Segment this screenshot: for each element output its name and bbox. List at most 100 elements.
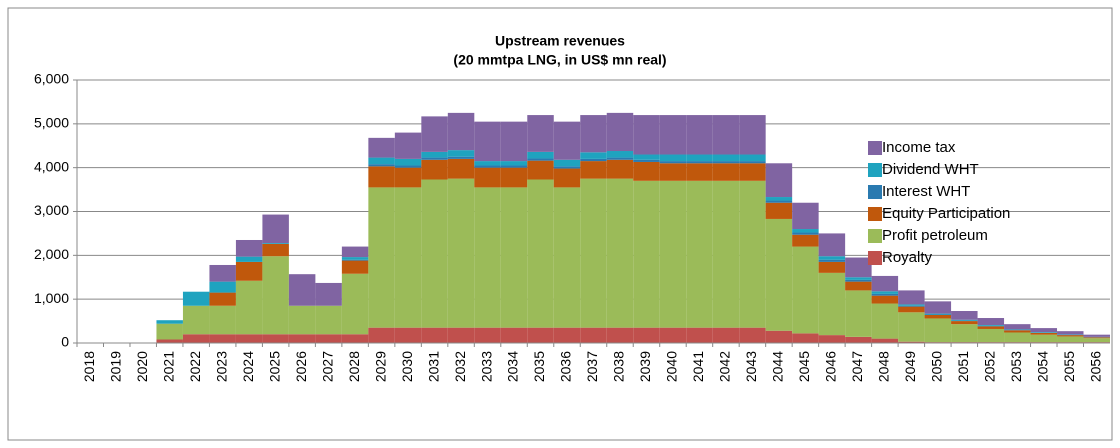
bar-segment (686, 115, 713, 155)
bar-segment (712, 161, 740, 164)
bar-segment (818, 261, 846, 273)
bar-segment (845, 290, 872, 337)
y-tick-label: 2,000 (34, 246, 69, 262)
bar-segment (447, 327, 475, 343)
bar-segment (368, 187, 395, 328)
x-tick-label: 2028 (346, 351, 362, 382)
bar-segment (315, 334, 342, 343)
bar-segment (1030, 332, 1058, 335)
bar-segment (606, 159, 634, 179)
bar-segment (235, 239, 263, 257)
bar-segment (898, 306, 925, 313)
bar-segment (580, 161, 607, 179)
y-tick-label: 0 (61, 334, 69, 350)
bar-segment (209, 281, 236, 293)
bar-segment (341, 334, 369, 343)
x-tick-label: 2052 (982, 351, 998, 382)
x-tick-label: 2027 (319, 351, 335, 382)
bar-segment (633, 159, 660, 162)
bar-segment (553, 159, 581, 167)
bar-segment (553, 187, 581, 328)
bar-segment (818, 335, 846, 343)
bar-segment (262, 243, 289, 257)
bar-segment (951, 311, 978, 320)
x-tick-label: 2054 (1034, 351, 1050, 382)
y-tick-label: 6,000 (34, 71, 69, 87)
bar-segment (845, 336, 872, 343)
bar-segment (421, 151, 448, 158)
x-tick-label: 2056 (1087, 351, 1103, 382)
x-tick-label: 2022 (187, 351, 203, 382)
bar-segment (871, 293, 899, 296)
bar-segment (288, 334, 316, 343)
bar-segment (739, 154, 766, 162)
bar-segment (845, 279, 872, 282)
bar-segment (262, 243, 289, 244)
bar-segment (235, 256, 263, 262)
bar-segment (712, 115, 740, 155)
bar-segment (792, 234, 819, 247)
x-tick-label: 2036 (558, 351, 574, 382)
bar-segment (421, 179, 448, 328)
bar-segment (739, 115, 766, 155)
chart-subtitle: (20 mmtpa LNG, in US$ mn real) (453, 52, 666, 68)
legend-label: Income tax (882, 139, 956, 156)
bar-segment (977, 326, 1005, 329)
bar-segment (474, 167, 501, 188)
x-tick-label: 2048 (876, 351, 892, 382)
x-tick-label: 2023 (213, 351, 229, 382)
bar-segment (845, 281, 872, 291)
bar-segment (447, 178, 475, 328)
bar-segment (1083, 334, 1110, 337)
bar-segment (633, 161, 660, 181)
bar-segment (209, 292, 236, 306)
bar-segment (1004, 332, 1031, 343)
legend-swatch (868, 163, 882, 177)
bar-segment (209, 264, 236, 282)
bar-segment (182, 291, 210, 306)
legend-swatch (868, 185, 882, 199)
bar-segment (1004, 330, 1031, 333)
x-tick-label: 2049 (902, 351, 918, 382)
bar-segment (977, 318, 1005, 326)
bar-segment (792, 202, 819, 230)
bar-segment (898, 312, 925, 342)
bar-segment (527, 327, 554, 343)
bar-segment (580, 178, 607, 328)
bar-segment (368, 327, 395, 343)
bar-segment (1004, 329, 1031, 331)
bar-segment (580, 115, 607, 153)
bar-segment (792, 229, 819, 233)
bar-segment (712, 180, 740, 328)
bar-segment (977, 325, 1005, 326)
chart-title: Upstream revenues (495, 33, 625, 49)
bar-segment (659, 327, 687, 343)
x-tick-label: 2029 (372, 351, 388, 382)
bar-segment (606, 151, 634, 158)
bar-segment (1057, 335, 1084, 337)
bar-segment (156, 339, 183, 343)
bar-segment (341, 260, 369, 274)
bar-segment (1030, 328, 1058, 333)
x-tick-label: 2035 (531, 351, 547, 382)
bar-segment (1030, 334, 1058, 343)
bar-segment (394, 165, 422, 168)
bar-segment (527, 115, 554, 152)
x-tick-label: 2040 (664, 351, 680, 382)
bar-segment (739, 327, 766, 343)
bar-segment (739, 180, 766, 328)
y-tick-label: 5,000 (34, 115, 69, 131)
bar-segment (765, 197, 793, 201)
bar-segment (898, 304, 925, 306)
bar-segment (235, 261, 263, 281)
bar-segment (606, 327, 634, 343)
legend-swatch (868, 207, 882, 221)
x-tick-label: 2033 (478, 351, 494, 382)
bar-segment (368, 157, 395, 165)
y-tick-label: 1,000 (34, 290, 69, 306)
legend-label: Profit petroleum (882, 227, 988, 244)
bar-segment (553, 327, 581, 343)
bar-segment (527, 179, 554, 328)
legend-label: Interest WHT (882, 183, 970, 200)
